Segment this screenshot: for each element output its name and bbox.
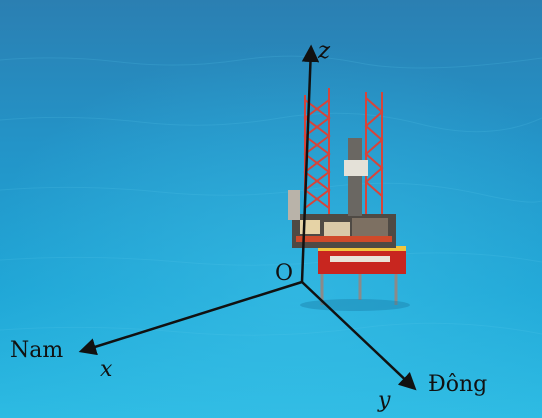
x-axis-label: x: [100, 357, 113, 382]
south-direction-label: Nam: [10, 338, 64, 363]
origin-label: O: [275, 261, 294, 286]
oil-rig: [288, 88, 410, 311]
wave-texture: [0, 55, 542, 336]
z-axis-label: z: [318, 38, 331, 64]
east-direction-label: Đông: [428, 372, 488, 397]
y-axis-label: y: [378, 388, 391, 413]
x-axis: [78, 280, 303, 356]
y-axis: [301, 281, 417, 391]
z-axis: [300, 44, 320, 283]
coordinate-axes: [78, 44, 417, 391]
